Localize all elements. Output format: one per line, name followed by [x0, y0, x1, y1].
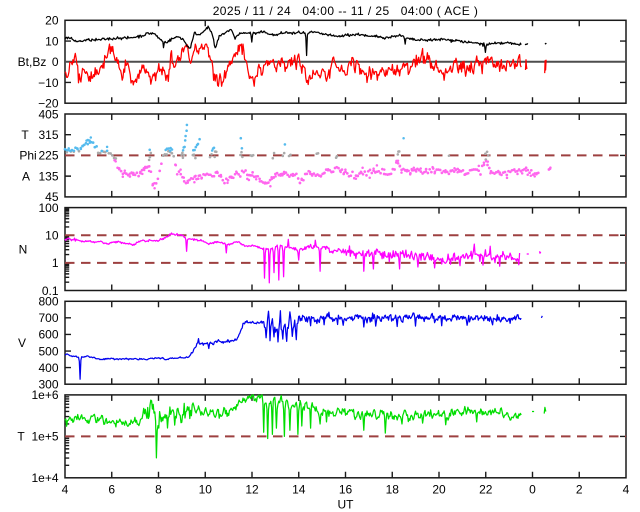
svg-text:Bt,Bz: Bt,Bz [18, 55, 47, 69]
svg-text:1e+4: 1e+4 [31, 471, 58, 485]
svg-text:−20: −20 [38, 97, 59, 111]
svg-text:2025 / 11 / 24 04:00 -- 11 /: 2025 / 11 / 24 04:00 -- 11 / 25 04:00 ( … [213, 4, 479, 18]
svg-text:16: 16 [339, 483, 353, 497]
svg-text:1e+5: 1e+5 [31, 430, 58, 444]
svg-text:2: 2 [576, 483, 583, 497]
svg-text:300: 300 [38, 377, 58, 391]
svg-text:4: 4 [623, 483, 630, 497]
svg-text:UT: UT [338, 498, 355, 512]
svg-text:800: 800 [38, 295, 58, 309]
svg-text:10: 10 [199, 483, 213, 497]
svg-text:500: 500 [38, 344, 58, 358]
svg-text:T: T [21, 128, 29, 142]
svg-text:20: 20 [432, 483, 446, 497]
svg-text:18: 18 [386, 483, 400, 497]
svg-text:1: 1 [52, 256, 59, 270]
svg-text:1e+6: 1e+6 [31, 388, 58, 402]
svg-text:T: T [17, 430, 25, 444]
svg-text:10: 10 [45, 34, 59, 48]
svg-text:14: 14 [292, 483, 306, 497]
svg-text:8: 8 [155, 483, 162, 497]
svg-text:0: 0 [52, 55, 59, 69]
svg-text:0.1: 0.1 [42, 284, 59, 298]
svg-text:225: 225 [38, 149, 58, 163]
svg-text:22: 22 [479, 483, 493, 497]
svg-text:135: 135 [38, 169, 58, 183]
svg-text:405: 405 [38, 107, 58, 121]
svg-text:0: 0 [529, 483, 536, 497]
svg-text:4: 4 [62, 483, 69, 497]
svg-text:45: 45 [45, 190, 59, 204]
svg-text:20: 20 [45, 14, 59, 28]
svg-text:700: 700 [38, 311, 58, 325]
svg-text:315: 315 [38, 128, 58, 142]
svg-text:10: 10 [45, 229, 59, 243]
svg-text:600: 600 [38, 328, 58, 342]
svg-text:12: 12 [245, 483, 259, 497]
svg-text:V: V [18, 336, 26, 350]
svg-text:100: 100 [38, 201, 58, 215]
svg-text:6: 6 [108, 483, 115, 497]
svg-text:400: 400 [38, 361, 58, 375]
svg-text:A: A [22, 169, 30, 183]
svg-text:−10: −10 [38, 76, 59, 90]
svg-text:Phi: Phi [19, 149, 36, 163]
svg-text:N: N [19, 242, 28, 256]
